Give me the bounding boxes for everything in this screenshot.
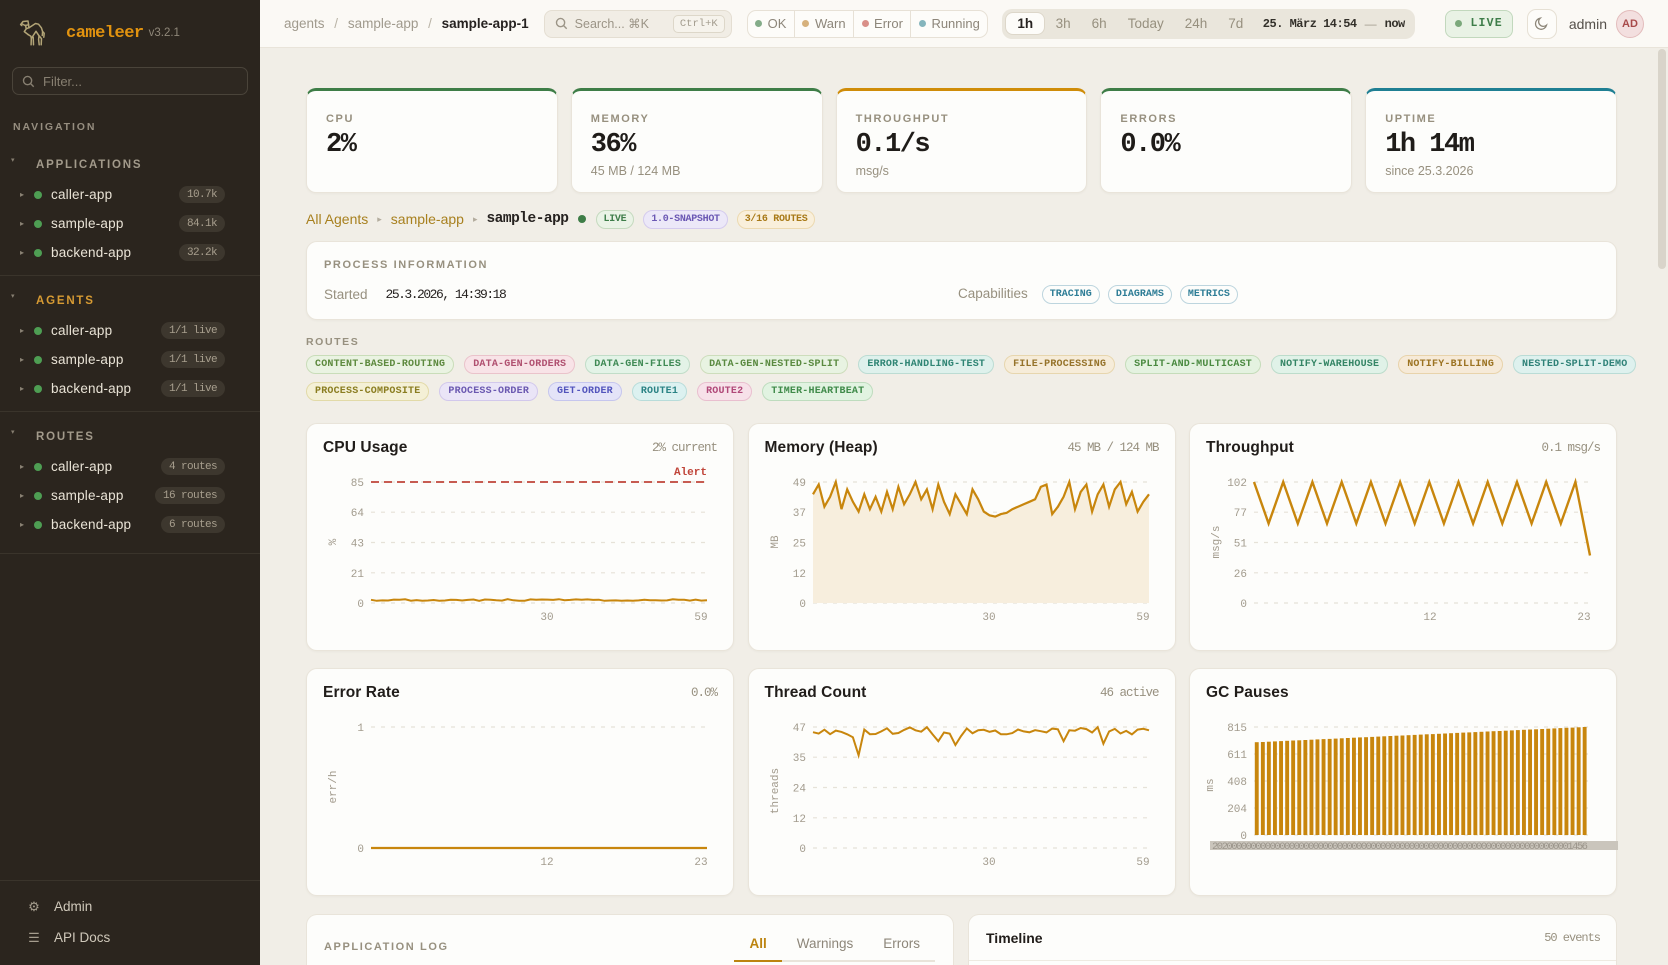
svg-text:0: 0 xyxy=(357,844,364,856)
svg-text:77: 77 xyxy=(1234,508,1247,520)
svg-text:204: 204 xyxy=(1227,804,1247,816)
svg-text:30: 30 xyxy=(982,612,995,624)
svg-text:0: 0 xyxy=(1240,599,1247,611)
svg-text:23: 23 xyxy=(1577,612,1590,624)
svg-text:59: 59 xyxy=(694,612,707,624)
svg-text:25: 25 xyxy=(792,539,805,551)
svg-text:59: 59 xyxy=(1136,857,1149,869)
svg-text:%: % xyxy=(328,538,340,545)
svg-text:0: 0 xyxy=(799,844,806,856)
svg-text:37: 37 xyxy=(792,508,805,520)
svg-text:12: 12 xyxy=(792,814,805,826)
svg-text:ms: ms xyxy=(1205,778,1217,791)
svg-text:30: 30 xyxy=(540,612,553,624)
svg-text:408: 408 xyxy=(1227,777,1247,789)
svg-text:202000000000000000000000000000: 2020000000000000000000000000000000000000… xyxy=(1212,841,1588,853)
svg-text:51: 51 xyxy=(1234,539,1248,551)
svg-text:815: 815 xyxy=(1227,723,1247,735)
svg-text:threads: threads xyxy=(770,768,782,814)
svg-text:102: 102 xyxy=(1227,478,1247,490)
svg-text:24: 24 xyxy=(792,784,806,796)
svg-text:MB: MB xyxy=(770,535,782,549)
svg-text:611: 611 xyxy=(1227,750,1247,762)
svg-text:Alert: Alert xyxy=(674,467,707,479)
svg-text:30: 30 xyxy=(982,857,995,869)
svg-text:35: 35 xyxy=(792,753,805,765)
svg-text:12: 12 xyxy=(540,857,553,869)
svg-text:0: 0 xyxy=(357,599,364,611)
svg-text:85: 85 xyxy=(351,478,364,490)
svg-text:59: 59 xyxy=(1136,612,1149,624)
svg-text:21: 21 xyxy=(351,569,365,581)
svg-text:47: 47 xyxy=(792,723,805,735)
svg-text:0: 0 xyxy=(1240,831,1247,843)
svg-text:43: 43 xyxy=(351,539,364,551)
svg-text:0: 0 xyxy=(799,599,806,611)
svg-text:12: 12 xyxy=(792,569,805,581)
svg-text:1: 1 xyxy=(357,723,364,735)
svg-text:64: 64 xyxy=(351,508,365,520)
svg-text:msg/s: msg/s xyxy=(1211,525,1223,558)
svg-text:err/h: err/h xyxy=(328,770,340,803)
svg-text:49: 49 xyxy=(792,478,805,490)
svg-text:12: 12 xyxy=(1423,612,1436,624)
svg-text:26: 26 xyxy=(1234,569,1247,581)
svg-text:23: 23 xyxy=(694,857,707,869)
